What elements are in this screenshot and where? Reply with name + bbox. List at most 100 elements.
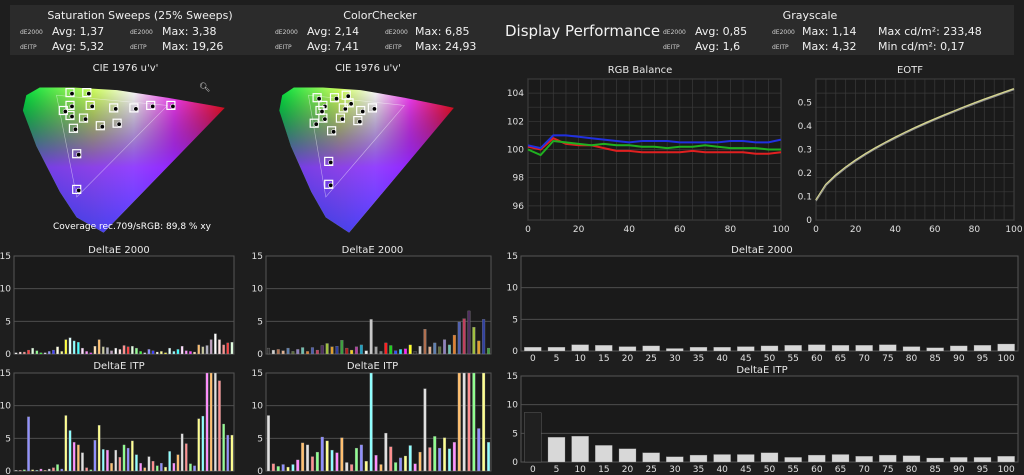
measured-point [328,159,334,165]
y-tick-label: 15 [0,369,11,379]
bar [266,415,270,472]
bar [487,347,491,355]
cie-plot [279,87,454,233]
de2000-grayscale-plot: 0 5 10 15 0 5 10 15 20 25 30 35 40 45 50 55 60 65 70 75 80 85… [507,252,1019,364]
x-tick-label: 10 [574,354,586,364]
bar [180,433,184,472]
metric-value: Avg: 7,41 [307,40,360,53]
bar [164,352,167,355]
bar [413,351,417,355]
metric-value: Max: 24,93 [415,40,477,53]
bar [68,430,72,472]
bar [403,348,407,355]
bar [364,461,368,472]
y-tick-label: 15 [507,372,518,382]
bar [433,342,437,355]
bar [457,372,461,472]
bar [118,457,122,472]
bar [345,462,349,472]
bar [438,447,442,472]
bar [340,340,344,355]
plot-area [265,255,492,355]
x-tick-label: 5 [554,465,560,475]
bar [618,448,637,463]
bar [973,457,992,463]
bar [180,346,184,355]
gamut-triangle [308,94,405,198]
bar [64,415,68,472]
bar [155,465,159,472]
x-tick-label: 40 [716,354,728,364]
bar [926,347,944,352]
bar [151,350,155,355]
x-tick-label: 90 [953,354,965,364]
metric-value: Max: 6,85 [415,25,470,38]
y-tick-label: 0.3 [798,146,812,156]
bar [737,346,755,352]
bar [114,449,118,472]
metric-value: Max cd/m²: 233,48 [878,25,982,38]
x-tick-label: 60 [811,354,823,364]
bar [354,346,358,355]
bar [72,442,76,472]
bar [902,346,921,352]
bar [72,340,76,355]
bar [325,343,329,355]
y-tick-label: 0.1 [798,193,812,203]
bar [214,372,217,472]
x-tick-label: 55 [787,354,798,364]
bar [418,451,422,472]
bar [350,464,354,472]
x-tick-label: 15 [598,354,609,364]
bar [330,346,334,355]
bar [760,452,779,463]
bar [184,350,188,355]
bar [325,440,329,472]
measured-point [357,119,363,125]
bar [89,469,93,472]
magnifier-icon[interactable]: 🔍︎ [199,83,211,93]
x-tick-label: 95 [977,354,988,364]
bar [524,347,542,352]
bar [335,346,339,355]
bar [193,465,196,472]
measured-point [360,108,366,114]
de2000-saturation-plot: 0 5 10 15 [0,252,235,360]
bar [131,346,134,355]
bar [131,440,134,472]
metric-label: dEITP [20,44,37,51]
bar [666,456,684,463]
bar [143,467,147,472]
bar [973,345,992,352]
bar [472,327,476,355]
bar [997,343,1015,352]
measured-point [72,126,78,132]
bar [784,457,802,463]
spectral-locus-shade [22,87,225,233]
bar [135,347,138,355]
bar [595,345,613,352]
bar [97,425,101,472]
x-tick-label: 100 [998,354,1015,364]
chart-title: DeltaE ITP [736,365,788,376]
y-tick-label: 98 [513,174,525,184]
bar [524,412,542,463]
bar [126,346,130,355]
bar [60,468,64,472]
bar [737,454,755,463]
bar [472,372,476,472]
metric-label: dE2000 [772,29,795,36]
bar [784,345,802,352]
y-tick-label: 10 [507,401,519,411]
gamut-triangle [56,94,169,198]
y-tick-label: 0 [512,347,518,357]
bar [760,345,779,352]
metric-value: Avg: 2,14 [307,25,360,38]
cie-plot [22,87,225,233]
y-tick-label: 15 [252,252,263,262]
bar [296,349,300,355]
measured-point [371,106,377,112]
bar [218,339,221,355]
x-tick-label: 65 [835,354,846,364]
bar [110,463,113,472]
